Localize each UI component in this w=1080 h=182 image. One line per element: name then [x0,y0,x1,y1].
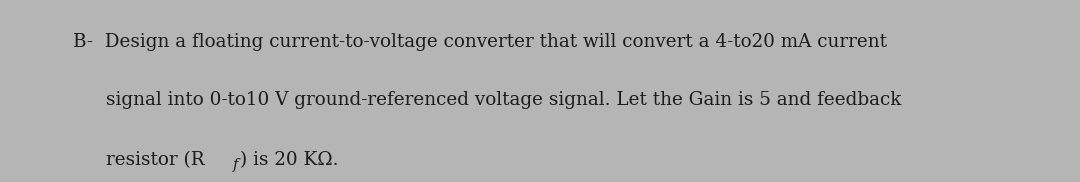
Text: resistor (R: resistor (R [106,151,204,169]
Text: signal into 0-to10 V ground-referenced voltage signal. Let the Gain is 5 and fee: signal into 0-to10 V ground-referenced v… [106,91,901,109]
Text: B-  Design a floating current-to-voltage converter that will convert a 4-to20 mA: B- Design a floating current-to-voltage … [73,33,888,51]
Text: ) is 20 KΩ.: ) is 20 KΩ. [240,151,338,169]
Text: f: f [233,158,239,172]
